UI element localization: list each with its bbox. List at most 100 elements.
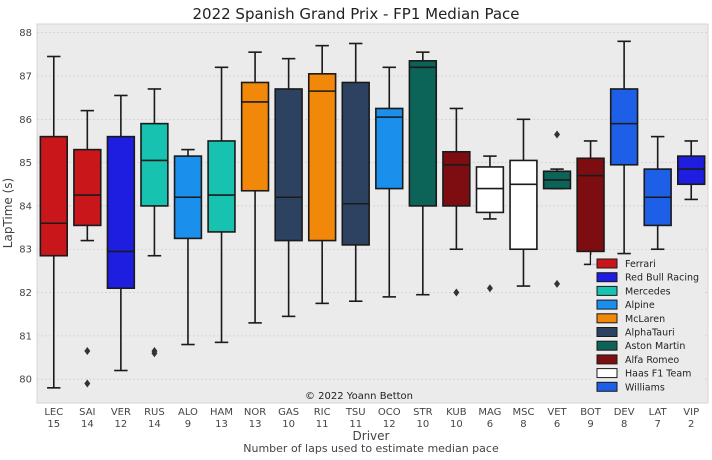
outlier-point — [84, 379, 91, 388]
x-tick-laps: 10 — [416, 419, 429, 430]
outlier-point — [554, 279, 561, 288]
x-tick-driver: SAI — [79, 407, 95, 418]
boxplot-lat — [643, 135, 672, 251]
y-tick-label: 87 — [19, 71, 32, 82]
box — [341, 81, 370, 246]
x-tick-laps: 12 — [383, 419, 396, 430]
x-tick-laps: 13 — [249, 419, 262, 430]
outlier-point — [453, 288, 460, 297]
box — [207, 140, 236, 233]
x-tick-laps: 15 — [47, 419, 60, 430]
x-tick-laps: 10 — [450, 419, 463, 430]
x-tick-driver: VET — [547, 407, 567, 418]
x-tick-driver: NOR — [244, 407, 266, 418]
x-tick-laps: 14 — [148, 419, 161, 430]
boxplot-str — [408, 51, 438, 296]
box — [106, 135, 136, 290]
boxplot-rus — [140, 88, 169, 358]
y-tick-label: 80 — [19, 375, 32, 386]
legend-swatch — [596, 313, 618, 324]
legend-label: Alfa Romeo — [625, 355, 679, 366]
legend-swatch — [596, 272, 618, 283]
legend-label: Haas F1 Team — [625, 369, 691, 380]
y-tick-label: 83 — [19, 245, 32, 256]
x-axis-sublabel: Number of laps used to estimate median p… — [243, 442, 499, 455]
x-axis-label: Driver — [353, 429, 390, 443]
boxplot-nor — [240, 51, 270, 324]
box — [274, 88, 303, 242]
x-tick-driver: KUB — [446, 407, 467, 418]
x-tick-driver: DEV — [614, 407, 635, 418]
y-tick-labels: 80 81 82 83 84 85 86 87 88 — [19, 28, 32, 386]
legend-swatch — [596, 258, 618, 269]
boxplot-ric — [307, 44, 337, 305]
boxplot-bot — [576, 140, 605, 266]
legend-label: Red Bull Racing — [625, 273, 699, 284]
chart-title: 2022 Spanish Grand Prix - FP1 Median Pac… — [192, 5, 519, 23]
y-tick-label: 84 — [19, 201, 32, 212]
box — [307, 73, 337, 242]
legend: Ferrari Red Bull Racing Mercedes Alpine McLa… — [591, 255, 703, 397]
box — [475, 166, 505, 214]
boxplot-mag — [475, 155, 505, 293]
x-tick-laps: 9 — [587, 419, 593, 430]
box — [576, 157, 605, 253]
boxplot-kub — [442, 107, 471, 297]
legend-label: Williams — [625, 382, 665, 393]
x-tick-driver: STR — [413, 407, 432, 418]
x-tick-driver: VIP — [683, 407, 699, 418]
legend-label: Alpine — [625, 300, 655, 311]
boxplot-msc — [509, 118, 538, 287]
box — [140, 122, 169, 207]
x-tick-driver: HAM — [210, 407, 233, 418]
boxplot-sai — [73, 109, 102, 388]
x-tick-laps: 7 — [654, 419, 660, 430]
x-tick-laps: 10 — [282, 419, 295, 430]
outlier-point — [84, 347, 91, 356]
outlier-point — [554, 130, 561, 139]
x-tick-laps: 6 — [487, 419, 493, 430]
legend-swatch — [596, 340, 618, 351]
box — [442, 150, 471, 207]
legend-label: McLaren — [625, 314, 665, 325]
x-tick-labels: LEC15SAI14VER12RUS14ALO9HAM13NOR13GAS10R… — [44, 407, 699, 430]
boxplot-ham — [207, 66, 236, 344]
box — [677, 155, 706, 186]
x-tick-laps: 6 — [554, 419, 560, 430]
box — [39, 135, 68, 257]
y-tick-label: 86 — [19, 115, 32, 126]
box — [408, 60, 438, 207]
legend-label: Aston Martin — [625, 341, 685, 352]
x-tick-driver: RUS — [144, 407, 165, 418]
y-tick-label: 88 — [19, 28, 32, 39]
boxplot-tsu — [341, 42, 370, 303]
box — [73, 148, 102, 227]
x-tick-driver: OCO — [378, 407, 401, 418]
boxplot-dev — [609, 40, 639, 255]
x-tick-laps: 13 — [215, 419, 228, 430]
x-tick-driver: GAS — [278, 407, 299, 418]
x-tick-driver: LAT — [649, 407, 668, 418]
boxplot-lec — [39, 55, 68, 389]
y-axis-label: LapTime (s) — [1, 178, 15, 248]
outlier-point — [486, 284, 493, 293]
x-tick-driver: BOT — [580, 407, 602, 418]
legend-label: AlphaTauri — [625, 328, 675, 339]
legend-swatch — [596, 354, 618, 365]
boxplots — [39, 40, 706, 389]
y-tick-label: 81 — [19, 331, 32, 342]
x-tick-driver: TSU — [345, 407, 366, 418]
legend-swatch — [596, 381, 618, 392]
boxplot-alo — [173, 148, 203, 346]
boxplot-vet — [542, 130, 572, 288]
legend-swatch — [596, 327, 618, 337]
x-tick-laps: 8 — [520, 419, 526, 430]
boxplot-gas — [274, 57, 303, 318]
x-tick-driver: ALO — [178, 407, 198, 418]
outlier-point — [151, 349, 158, 358]
watermark: © 2022 Yoann Betton — [305, 391, 413, 402]
boxplot-vip — [677, 140, 706, 201]
y-tick-label: 82 — [19, 288, 32, 299]
legend-swatch — [596, 368, 618, 379]
